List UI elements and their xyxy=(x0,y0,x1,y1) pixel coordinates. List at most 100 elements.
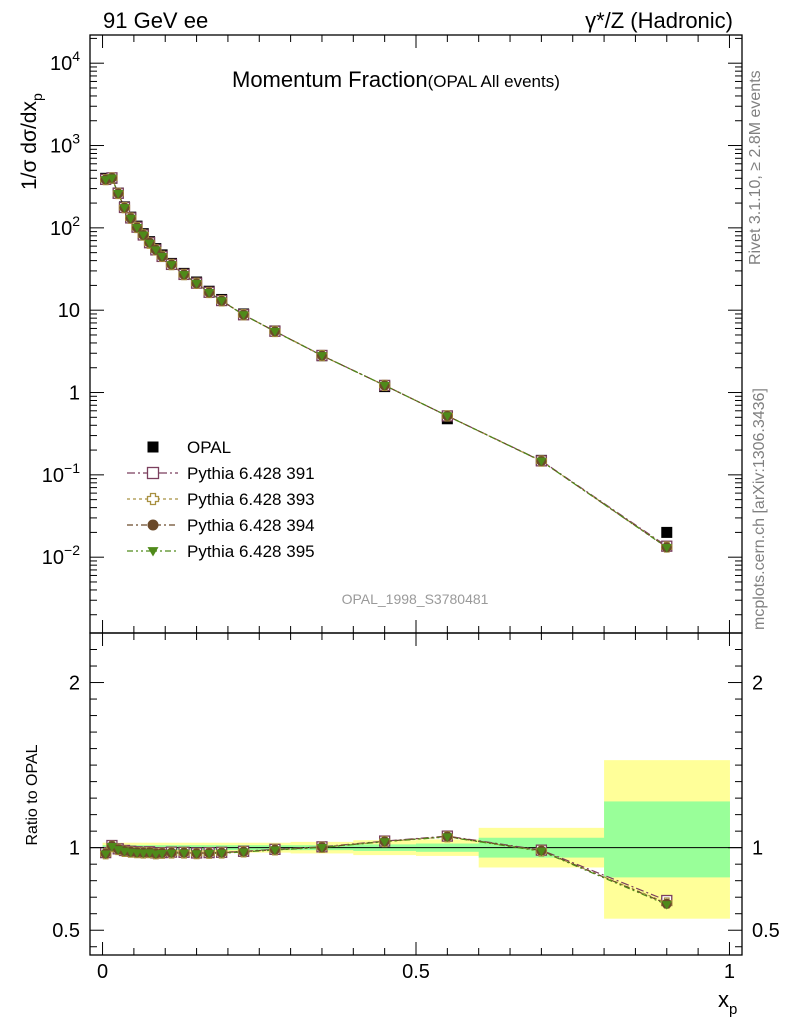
x-axis-label-main: x xyxy=(718,987,729,1012)
data-point xyxy=(661,544,672,553)
y-tick-base: 10 xyxy=(50,218,72,240)
y-tick-label: 103 xyxy=(50,131,80,158)
data-point xyxy=(316,352,327,361)
ratio-y-tick-label: 0.5 xyxy=(52,920,80,942)
ratio-band-green xyxy=(604,801,730,878)
data-point xyxy=(216,849,227,859)
y-tick-exponent: 3 xyxy=(72,131,80,147)
legend-label: Pythia 6.428 394 xyxy=(187,516,315,535)
x-tick-label: 0 xyxy=(97,961,108,983)
x-tick-label: 1 xyxy=(724,961,735,983)
data-point xyxy=(138,849,149,859)
data-point xyxy=(146,466,160,480)
legend-entry: Pythia 6.428 391 xyxy=(127,464,315,483)
data-point xyxy=(106,843,117,852)
ratio-y-tick-label-right: 0.5 xyxy=(752,920,780,942)
plot-title-sub: (OPAL All events) xyxy=(428,72,560,91)
y-tick-label: 104 xyxy=(50,48,80,75)
data-point xyxy=(316,844,327,853)
data-point xyxy=(442,412,453,421)
data-point xyxy=(147,547,159,557)
data-point xyxy=(106,174,117,184)
data-point xyxy=(166,261,177,270)
data-point xyxy=(138,231,149,240)
y-tick-base: 1 xyxy=(69,383,80,405)
x-tick-labels: 0 0.5 1 xyxy=(97,961,735,983)
legend-entry: Pythia 6.428 393 xyxy=(127,490,315,509)
data-point xyxy=(191,279,202,289)
data-point xyxy=(536,847,547,857)
y-axis-label-main: 1/σ dσ/dx xyxy=(18,101,41,190)
ratio-panel: 0.5 0.5 1 1 2 2 Ratio to OPAL xyxy=(24,632,780,956)
y-tick-base: 10 xyxy=(50,136,72,158)
data-point xyxy=(147,441,159,453)
data-point xyxy=(204,289,215,298)
data-point xyxy=(146,492,160,506)
data-point xyxy=(238,848,249,857)
y-tick-exponent: 2 xyxy=(72,213,80,229)
data-point xyxy=(216,297,227,306)
legend-label: Pythia 6.428 395 xyxy=(187,542,315,561)
y-axis-label-sub: p xyxy=(29,93,45,101)
y-tick-exponent: −2 xyxy=(64,542,80,558)
process-label: γ*/Z (Hadronic) xyxy=(585,8,733,33)
legend: OPAL Pythia 6.428 391 Pythia 6.428 393 Pyth… xyxy=(127,438,315,561)
data-point xyxy=(166,849,177,859)
data-point xyxy=(269,846,280,855)
ratio-axis-ticks xyxy=(90,633,742,955)
data-point xyxy=(147,519,159,531)
ratio-y-tick-labels: 0.5 0.5 1 1 2 2 xyxy=(52,673,780,943)
plot-title: Momentum Fraction(OPAL All events) xyxy=(232,67,560,92)
main-data-marks xyxy=(100,172,673,553)
data-point xyxy=(119,204,130,213)
data-point xyxy=(661,526,673,538)
data-point xyxy=(191,850,202,859)
data-point xyxy=(442,833,453,842)
y-tick-base: 10 xyxy=(58,300,80,322)
ratio-data-marks xyxy=(100,830,673,910)
data-point xyxy=(144,239,155,249)
ratio-uncertainty-bands xyxy=(102,760,730,919)
y-tick-label: 1 xyxy=(69,383,80,405)
data-point xyxy=(179,271,190,280)
legend-entry: Pythia 6.428 394 xyxy=(127,516,315,535)
data-point xyxy=(132,224,143,233)
y-tick-exponent: −1 xyxy=(64,460,80,476)
main-axis-ticks xyxy=(90,35,742,633)
ratio-y-tick-label-right: 1 xyxy=(752,838,763,860)
data-point xyxy=(204,849,215,859)
data-point xyxy=(379,838,390,847)
y-tick-label: 102 xyxy=(50,213,80,240)
data-point xyxy=(113,190,124,199)
legend-label: Pythia 6.428 391 xyxy=(187,464,315,483)
data-point xyxy=(179,849,190,859)
data-point xyxy=(100,850,111,859)
data-point xyxy=(379,381,390,391)
x-tick-label: 0.5 xyxy=(402,961,430,983)
data-point xyxy=(150,850,161,859)
ratio-y-tick-label: 1 xyxy=(69,838,80,860)
y-axis-label: 1/σ dσ/dxp xyxy=(18,93,45,190)
plot-title-main: Momentum Fraction xyxy=(232,67,428,92)
rivet-label: Rivet 3.1.10, ≥ 2.8M events xyxy=(747,70,764,265)
data-point xyxy=(269,327,280,337)
legend-entry: Pythia 6.428 395 xyxy=(127,542,315,561)
data-point xyxy=(157,849,168,859)
y-tick-exponent: 4 xyxy=(72,48,80,64)
x-axis-label: xp xyxy=(718,987,737,1018)
ratio-y-tick-label-right: 2 xyxy=(752,673,763,695)
mcplots-label: mcplots.cern.ch [arXiv:1306.3436] xyxy=(751,388,768,630)
legend-entry: OPAL xyxy=(147,438,231,457)
x-axis-label-sub: p xyxy=(729,1001,737,1018)
series-line xyxy=(105,177,668,548)
ratio-series-line xyxy=(105,836,668,906)
data-point xyxy=(150,246,161,255)
data-point xyxy=(661,901,672,910)
legend-label: Pythia 6.428 393 xyxy=(187,490,315,509)
energy-label: 91 GeV ee xyxy=(103,8,208,33)
legend-label: OPAL xyxy=(187,438,231,457)
data-point xyxy=(100,176,111,185)
